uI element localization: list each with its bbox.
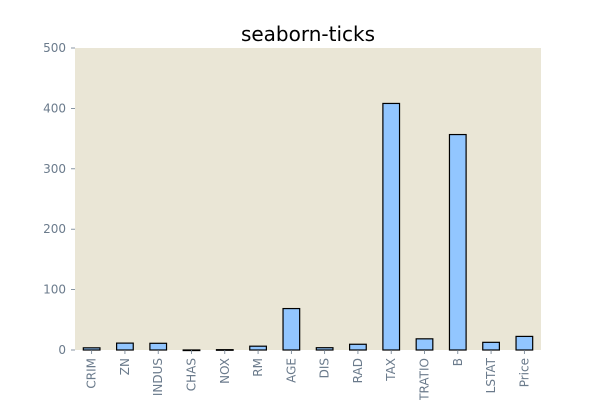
bar-ptratio <box>415 338 434 351</box>
y-axis: 0 100 200 300 400 500 <box>43 41 75 357</box>
x-tick-label: B <box>451 358 465 366</box>
plot-area <box>75 48 541 350</box>
x-tick-label: INDUS <box>151 358 165 396</box>
bars <box>82 102 534 352</box>
x-tick-label: Price <box>517 358 531 387</box>
bar-b <box>448 133 467 351</box>
x-tick-label: CRIM <box>85 358 99 389</box>
x-tick-label: ZN <box>118 358 132 375</box>
bar-indus <box>149 342 168 351</box>
y-tick-label: 200 <box>43 222 66 236</box>
chart-title: seaborn-ticks <box>241 22 375 46</box>
x-tick-label: CHAS <box>185 358 199 391</box>
x-tick-label: DIS <box>318 358 332 378</box>
x-tick-label: TAX <box>384 358 398 382</box>
x-axis: CRIM ZN INDUS CHAS NOX RM AGE DIS RAD TAX PTRATIO B… <box>85 350 531 400</box>
x-tick-label: RAD <box>351 358 365 383</box>
x-tick-label: LSTAT <box>484 357 498 393</box>
x-tick-label: RM <box>251 358 265 377</box>
y-tick-label: 100 <box>43 283 66 297</box>
x-tick-label: AGE <box>284 358 298 383</box>
y-tick-label: 400 <box>43 101 66 115</box>
y-tick-label: 300 <box>43 162 66 176</box>
bar-price <box>515 335 534 351</box>
y-tick-label: 500 <box>43 41 66 55</box>
bar-rad <box>349 343 367 351</box>
bar-dis <box>315 347 334 351</box>
bar-rm <box>249 345 267 351</box>
y-tick-label: 0 <box>58 343 66 357</box>
x-tick-label: PTRATIO <box>418 358 432 400</box>
bar-tax <box>382 102 401 351</box>
bar-crim <box>82 347 101 351</box>
bar-age <box>282 307 301 351</box>
bar-lstat <box>482 341 500 351</box>
x-tick-label: NOX <box>218 358 232 384</box>
bar-zn <box>116 342 134 351</box>
